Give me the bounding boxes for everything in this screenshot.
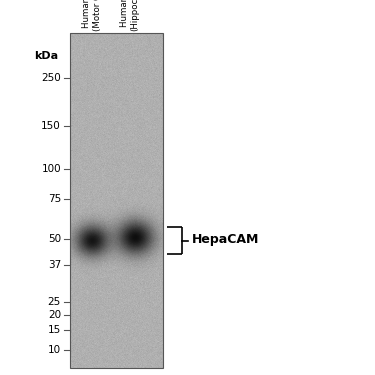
Text: 100: 100 [41, 164, 61, 174]
Text: Human Brain
(Hippocampus): Human Brain (Hippocampus) [120, 0, 140, 31]
Text: 20: 20 [48, 310, 61, 320]
Text: 10: 10 [48, 345, 61, 355]
Text: 37: 37 [48, 260, 61, 270]
Text: 50: 50 [48, 234, 61, 244]
Text: 150: 150 [41, 121, 61, 131]
Text: 250: 250 [41, 73, 61, 83]
Text: 15: 15 [48, 325, 61, 335]
Text: kDa: kDa [34, 51, 58, 61]
Bar [70, 33, 163, 368]
Text: HepaCAM: HepaCAM [192, 234, 260, 246]
Text: Human Brain
(Motor Cortex): Human Brain (Motor Cortex) [82, 0, 102, 31]
Text: 75: 75 [48, 194, 61, 204]
Text: 25: 25 [48, 297, 61, 307]
